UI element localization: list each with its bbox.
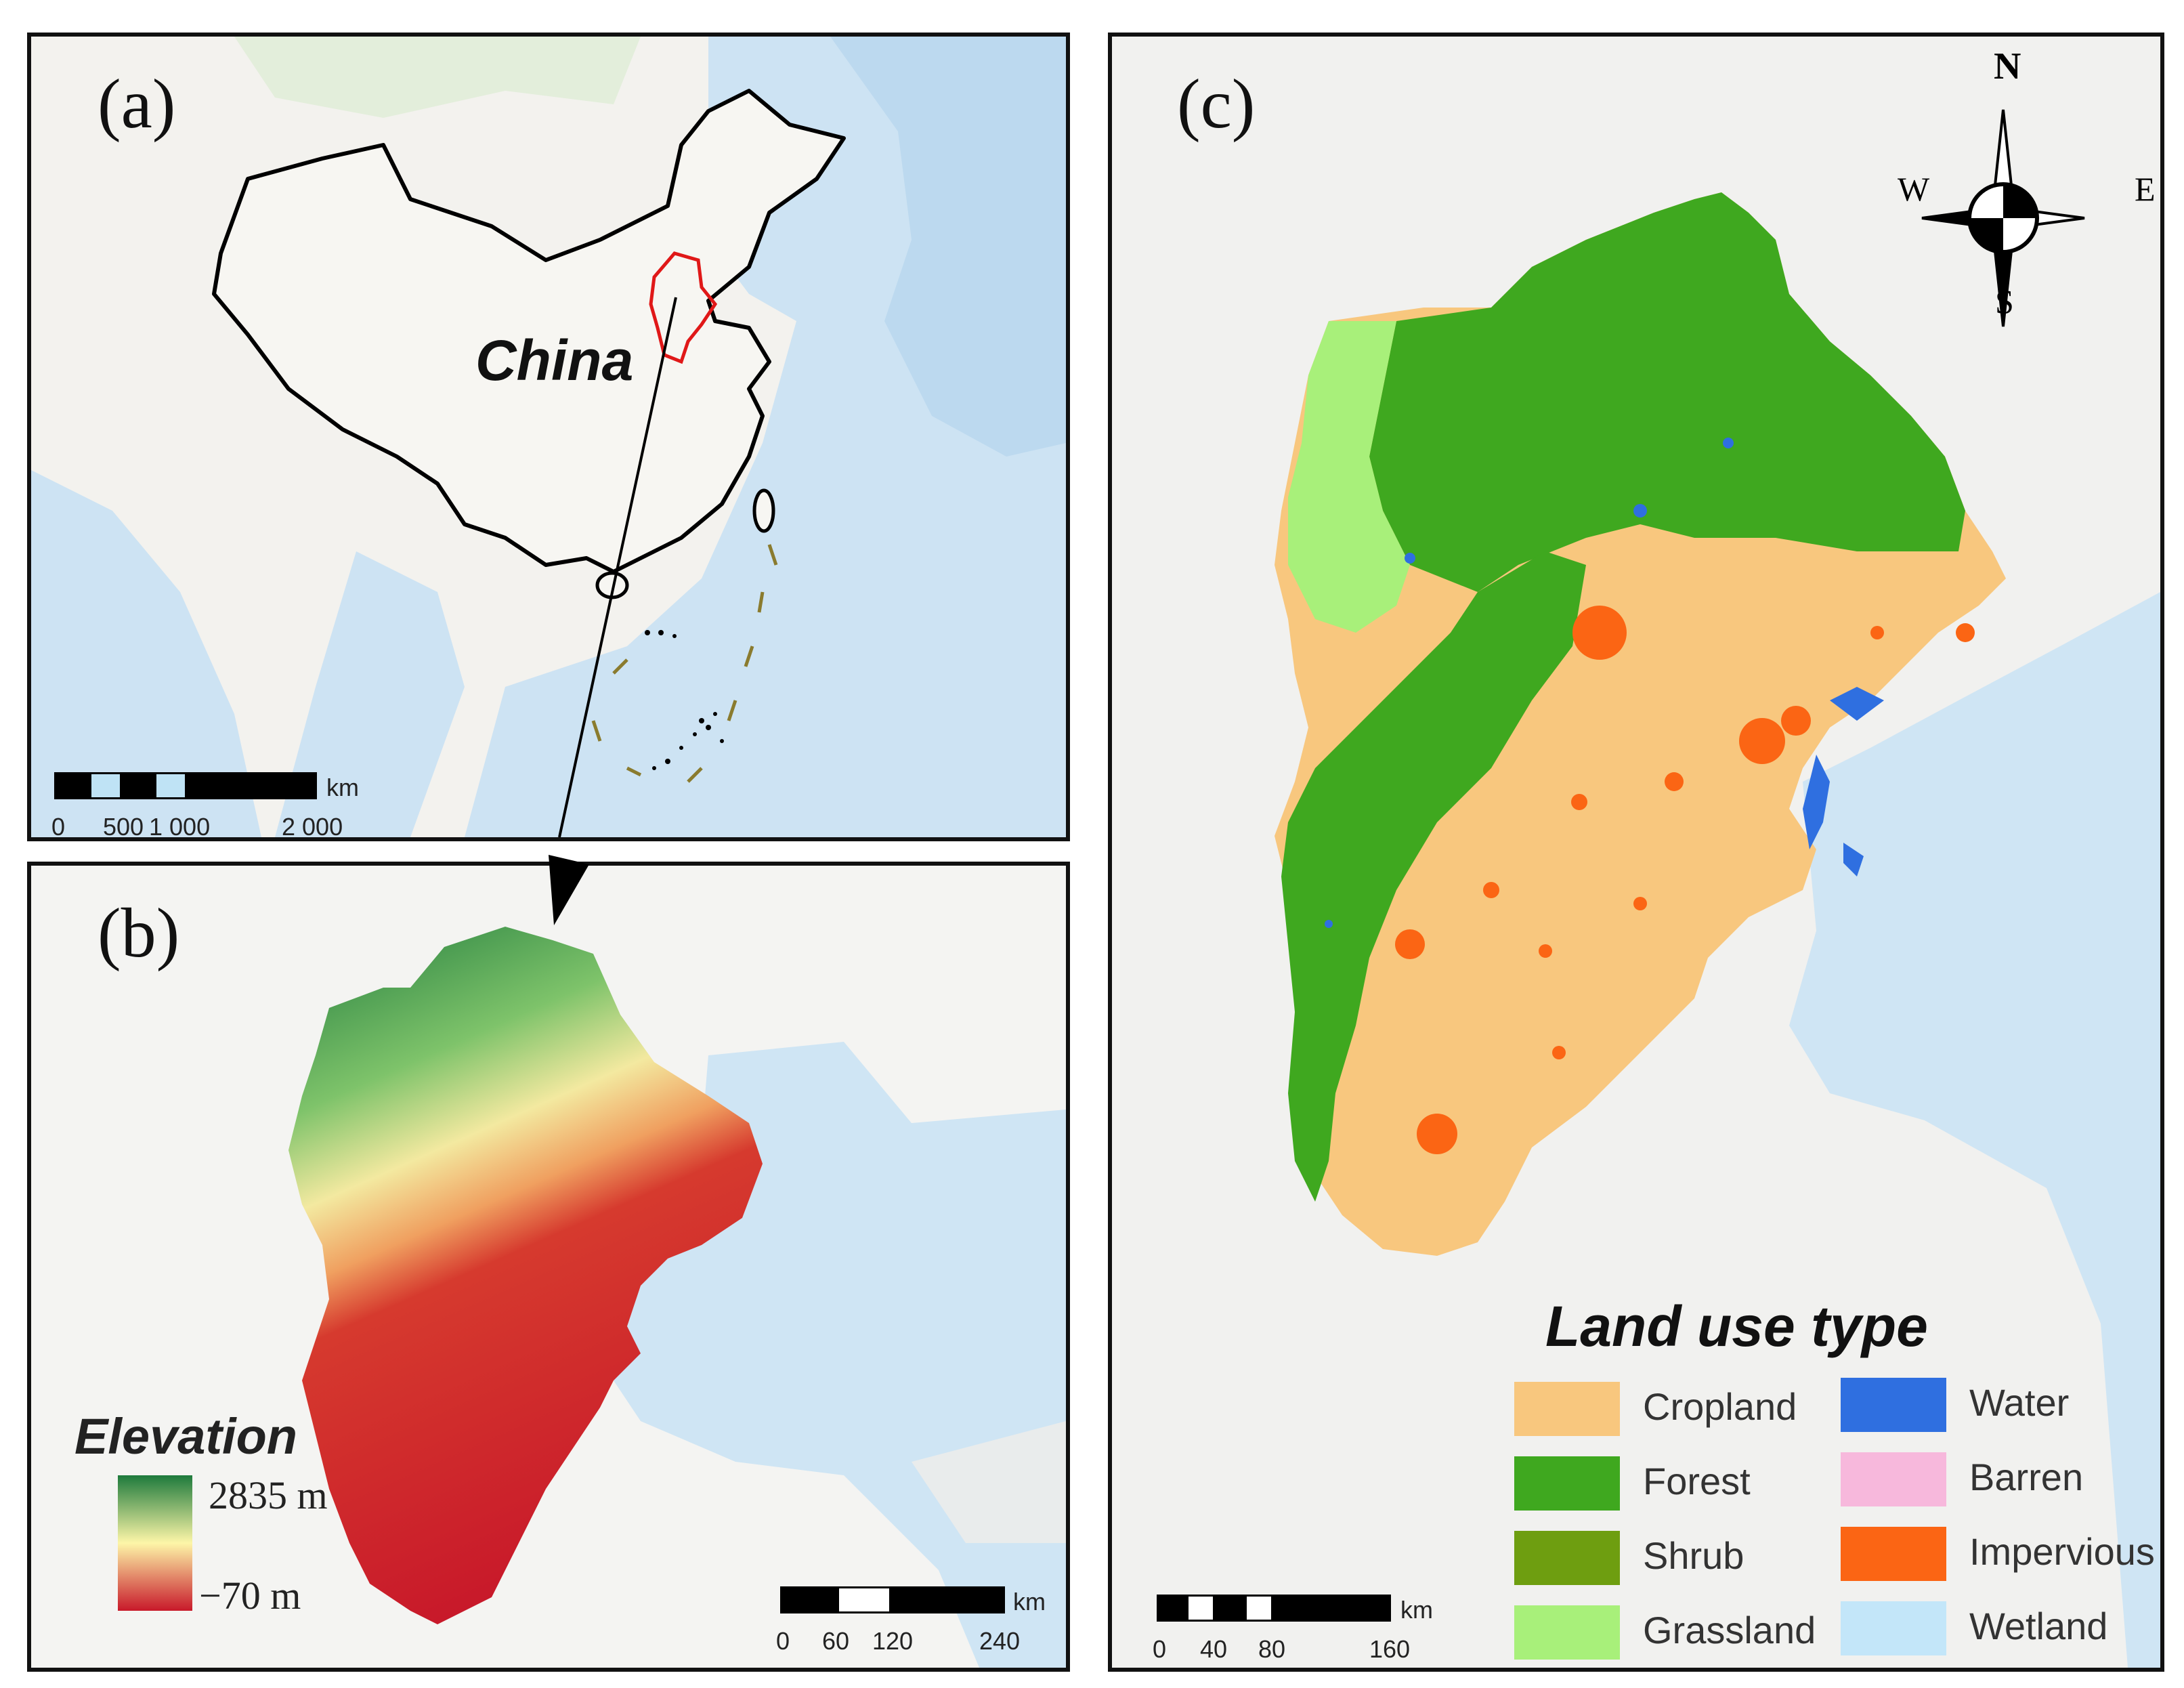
compass-s: S	[1995, 282, 2014, 320]
legend-label-grassland: Grassland	[1643, 1609, 1816, 1651]
legend-label-cropland: Cropland	[1643, 1385, 1797, 1428]
elevation-min-label: −70 m	[199, 1574, 301, 1618]
legend-label-shrub: Shrub	[1643, 1534, 1744, 1577]
compass-n: N	[1994, 45, 2021, 87]
south-sea-islands	[645, 630, 724, 770]
panel-a-china-map: (a) China km 0 500 1 000 2 000	[27, 33, 1070, 841]
jingjinji-outline-small	[649, 251, 718, 364]
indian-ocean-west	[31, 470, 261, 837]
bohai-sea-c	[1789, 592, 2160, 1668]
panel-b-elevation-map: (b) Elevation 2835 m −70 m km 0 60 120 2…	[27, 862, 1070, 1672]
china-outline	[212, 89, 846, 574]
scale-tick-b-1: 60	[822, 1627, 850, 1655]
pointer-arrowhead	[549, 855, 589, 925]
panel-c-label: (c)	[1177, 65, 1256, 143]
scale-tick-c-1: 40	[1200, 1635, 1228, 1663]
legend-swatch-shrub	[1514, 1531, 1620, 1585]
elevation-basemap	[118, 927, 1066, 1668]
scale-tick-c-0: 0	[1153, 1635, 1167, 1663]
legend-swatch-grassland	[1514, 1605, 1620, 1660]
compass-w: W	[1898, 170, 1930, 208]
taiwan-outline	[752, 488, 775, 533]
water-patches	[1325, 438, 1884, 928]
legend-swatch-wetland	[1841, 1601, 1946, 1655]
land-use-legend: Land use type Cropland Forest Shrub Gras…	[1112, 37, 2160, 1668]
panel-c-land-use-map: (c) N S W E Land use type Cropland Fores…	[1108, 33, 2164, 1672]
scale-tick-c-3: 160	[1369, 1635, 1411, 1663]
legend-label-impervious: Impervious	[1969, 1530, 2155, 1573]
grassland-zone	[1288, 321, 1410, 633]
panel-a-label: (a)	[98, 65, 176, 143]
scale-tick-a-0: 0	[51, 813, 66, 841]
scale-unit-a: km	[326, 774, 359, 801]
scale-tick-a-3: 2 000	[282, 813, 343, 841]
legend-swatch-cropland	[1514, 1382, 1620, 1436]
scale-tick-b-0: 0	[776, 1627, 790, 1655]
elevation-color-ramp	[118, 1475, 192, 1611]
legend-swatch-impervious	[1841, 1527, 1946, 1581]
compass-e: E	[2135, 170, 2156, 208]
scale-unit-c: km	[1400, 1596, 1433, 1624]
impervious-patches	[1395, 606, 1975, 1154]
legend-label-water: Water	[1969, 1381, 2070, 1424]
china-label: China	[475, 329, 634, 392]
forest-zone-west	[1281, 551, 1586, 1202]
land-use-basemap	[1275, 192, 2160, 1668]
pointer-arrow-line	[558, 297, 677, 837]
elevation-max-label: 2835 m	[209, 1473, 328, 1517]
elevation-title: Elevation	[74, 1408, 297, 1464]
china-basemap	[31, 37, 1066, 837]
legend-swatch-forest	[1514, 1456, 1620, 1511]
legend-label-wetland: Wetland	[1969, 1605, 2108, 1647]
scale-tick-a-2: 1 000	[149, 813, 211, 841]
nine-dash-line	[591, 544, 778, 783]
jingjinji-elevation-region	[288, 927, 763, 1624]
legend-label-barren: Barren	[1969, 1456, 2084, 1498]
scale-tick-a-1: 500	[103, 813, 144, 841]
legend-swatch-barren	[1841, 1452, 1946, 1506]
forest-zone-north	[1369, 192, 1965, 592]
scale-unit-b: km	[1013, 1588, 1046, 1616]
legend-swatch-water	[1841, 1378, 1946, 1432]
scale-tick-b-3: 240	[979, 1627, 1021, 1655]
north-arrow-compass	[1921, 109, 2085, 327]
bay-of-bengal	[275, 551, 465, 837]
scale-tick-b-2: 120	[872, 1627, 914, 1655]
legend-label-forest: Forest	[1643, 1460, 1751, 1502]
scale-tick-c-2: 80	[1258, 1635, 1286, 1663]
legend-title: Land use type	[1545, 1294, 1928, 1358]
panel-b-label: (b)	[98, 894, 180, 972]
